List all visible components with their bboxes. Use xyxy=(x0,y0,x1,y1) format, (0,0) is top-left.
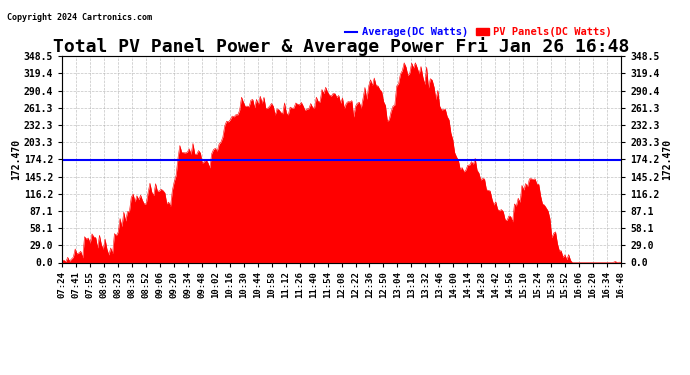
Y-axis label: 172.470: 172.470 xyxy=(11,139,21,180)
Legend: Average(DC Watts), PV Panels(DC Watts): Average(DC Watts), PV Panels(DC Watts) xyxy=(341,23,615,42)
Text: Copyright 2024 Cartronics.com: Copyright 2024 Cartronics.com xyxy=(7,13,152,22)
Title: Total PV Panel Power & Average Power Fri Jan 26 16:48: Total PV Panel Power & Average Power Fri… xyxy=(53,37,630,56)
Y-axis label: 172.470: 172.470 xyxy=(662,139,672,180)
